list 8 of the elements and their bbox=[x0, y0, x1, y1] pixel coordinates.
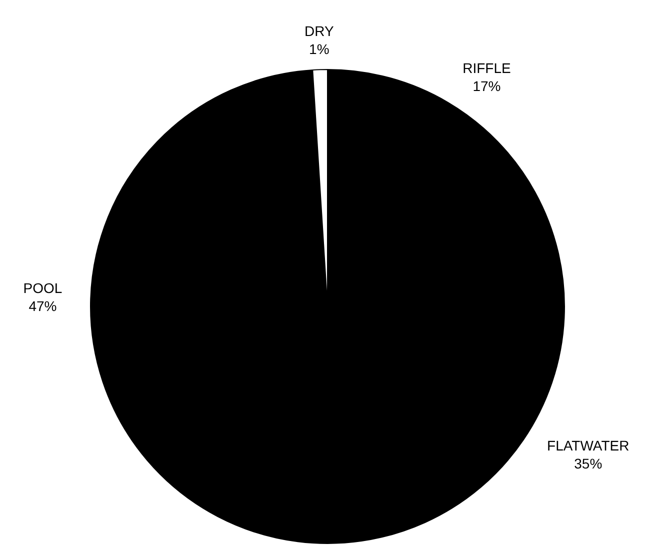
slice-label: POOL bbox=[23, 280, 62, 296]
data-label: 47% bbox=[28, 298, 57, 314]
slice-label: FLATWATER bbox=[547, 438, 630, 454]
data-label: 17% bbox=[472, 78, 501, 94]
data-label: 1% bbox=[309, 41, 330, 58]
data-label: 35% bbox=[574, 456, 602, 472]
slice-label: RIFFLE bbox=[462, 60, 511, 76]
slice-label: DRY bbox=[304, 23, 334, 40]
